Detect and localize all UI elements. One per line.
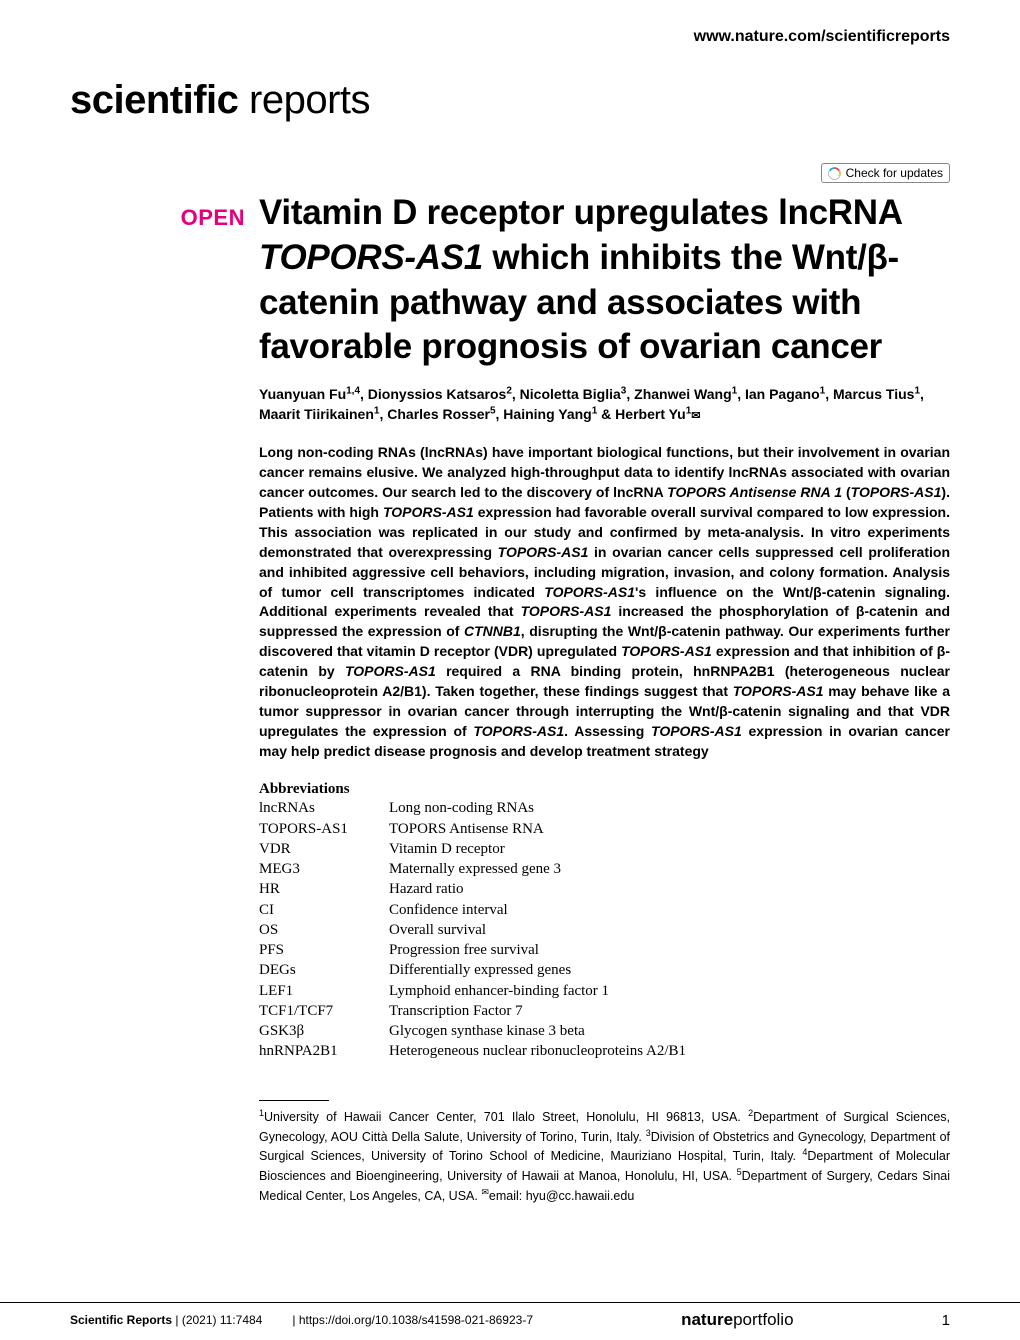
footer-divider2: | xyxy=(266,1313,299,1327)
abbreviation-term: lncRNAs xyxy=(259,798,389,818)
abbreviation-term: LEF1 xyxy=(259,981,389,1001)
affiliations: 1University of Hawaii Cancer Center, 701… xyxy=(259,1062,950,1207)
abbreviation-definition: Maternally expressed gene 3 xyxy=(389,859,561,879)
abbreviation-row: lncRNAsLong non-coding RNAs xyxy=(259,798,950,818)
abbreviation-row: MEG3Maternally expressed gene 3 xyxy=(259,859,950,879)
abbreviation-term: VDR xyxy=(259,839,389,859)
abbreviation-row: OSOverall survival xyxy=(259,920,950,940)
abbreviation-definition: Lymphoid enhancer-binding factor 1 xyxy=(389,981,609,1001)
abbreviations-list: lncRNAsLong non-coding RNAsTOPORS-AS1TOP… xyxy=(259,798,950,1061)
abbreviation-definition: Progression free survival xyxy=(389,940,539,960)
abbreviation-row: TOPORS-AS1TOPORS Antisense RNA xyxy=(259,819,950,839)
abbreviation-row: CIConfidence interval xyxy=(259,900,950,920)
abbreviation-row: DEGsDifferentially expressed genes xyxy=(259,960,950,980)
abbreviation-row: GSK3βGlycogen synthase kinase 3 beta xyxy=(259,1021,950,1041)
check-updates-container: Check for updates xyxy=(0,133,1020,183)
check-updates-button[interactable]: Check for updates xyxy=(821,163,950,183)
abbreviation-row: TCF1/TCF7Transcription Factor 7 xyxy=(259,1001,950,1021)
abbreviation-definition: Confidence interval xyxy=(389,900,508,920)
abbreviation-term: CI xyxy=(259,900,389,920)
abstract: Long non-coding RNAs (lncRNAs) have impo… xyxy=(259,425,950,761)
abbreviation-definition: TOPORS Antisense RNA xyxy=(389,819,544,839)
footer-publisher: natureportfolio xyxy=(681,1310,793,1330)
abbreviation-row: HRHazard ratio xyxy=(259,879,950,899)
publisher-bold: nature xyxy=(681,1310,733,1329)
abbreviation-definition: Long non-coding RNAs xyxy=(389,798,534,818)
abbreviation-definition: Glycogen synthase kinase 3 beta xyxy=(389,1021,585,1041)
footer-doi: https://doi.org/10.1038/s41598-021-86923… xyxy=(299,1313,533,1327)
journal-logo-bold: scientific xyxy=(70,78,238,122)
abbreviation-term: HR xyxy=(259,879,389,899)
author-list: Yuanyuan Fu1,4, Dionyssios Katsaros2, Ni… xyxy=(259,370,950,425)
abbreviation-term: MEG3 xyxy=(259,859,389,879)
abbreviation-definition: Heterogeneous nuclear ribonucleoproteins… xyxy=(389,1041,686,1061)
abbreviation-row: VDRVitamin D receptor xyxy=(259,839,950,859)
footer-year-vol: (2021) 11:7484 xyxy=(182,1313,263,1327)
abbreviation-definition: Hazard ratio xyxy=(389,879,464,899)
abbreviation-term: OS xyxy=(259,920,389,940)
journal-url: www.nature.com/scientificreports xyxy=(0,0,1020,46)
title-part1: Vitamin D receptor upregulates lncRNA xyxy=(259,193,901,232)
abbreviation-row: LEF1Lymphoid enhancer-binding factor 1 xyxy=(259,981,950,1001)
abbreviation-row: hnRNPA2B1Heterogeneous nuclear ribonucle… xyxy=(259,1041,950,1061)
title-italic: TOPORS-AS1 xyxy=(259,238,483,277)
abbreviation-definition: Vitamin D receptor xyxy=(389,839,505,859)
abbreviations-heading: Abbreviations xyxy=(259,761,950,798)
open-access-label: OPEN xyxy=(70,191,245,370)
abbreviation-definition: Overall survival xyxy=(389,920,486,940)
abbreviation-term: PFS xyxy=(259,940,389,960)
page-number: 1 xyxy=(942,1312,950,1329)
crossmark-icon xyxy=(828,167,841,180)
abbreviation-row: PFSProgression free survival xyxy=(259,940,950,960)
abbreviation-term: TCF1/TCF7 xyxy=(259,1001,389,1021)
abbreviation-term: TOPORS-AS1 xyxy=(259,819,389,839)
publisher-light: portfolio xyxy=(733,1310,793,1329)
abbreviation-term: GSK3β xyxy=(259,1021,389,1041)
journal-logo-light: reports xyxy=(238,78,370,122)
abbreviation-definition: Transcription Factor 7 xyxy=(389,1001,523,1021)
footer-citation: Scientific Reports | (2021) 11:7484 | ht… xyxy=(70,1313,533,1327)
abbreviation-term: DEGs xyxy=(259,960,389,980)
abbreviation-term: hnRNPA2B1 xyxy=(259,1041,389,1061)
page-footer: Scientific Reports | (2021) 11:7484 | ht… xyxy=(0,1302,1020,1340)
abbreviation-definition: Differentially expressed genes xyxy=(389,960,571,980)
journal-logo: scientific reports xyxy=(0,46,1020,133)
article-title: Vitamin D receptor upregulates lncRNA TO… xyxy=(259,191,950,370)
check-updates-label: Check for updates xyxy=(846,166,943,180)
footer-journal: Scientific Reports xyxy=(70,1313,172,1327)
